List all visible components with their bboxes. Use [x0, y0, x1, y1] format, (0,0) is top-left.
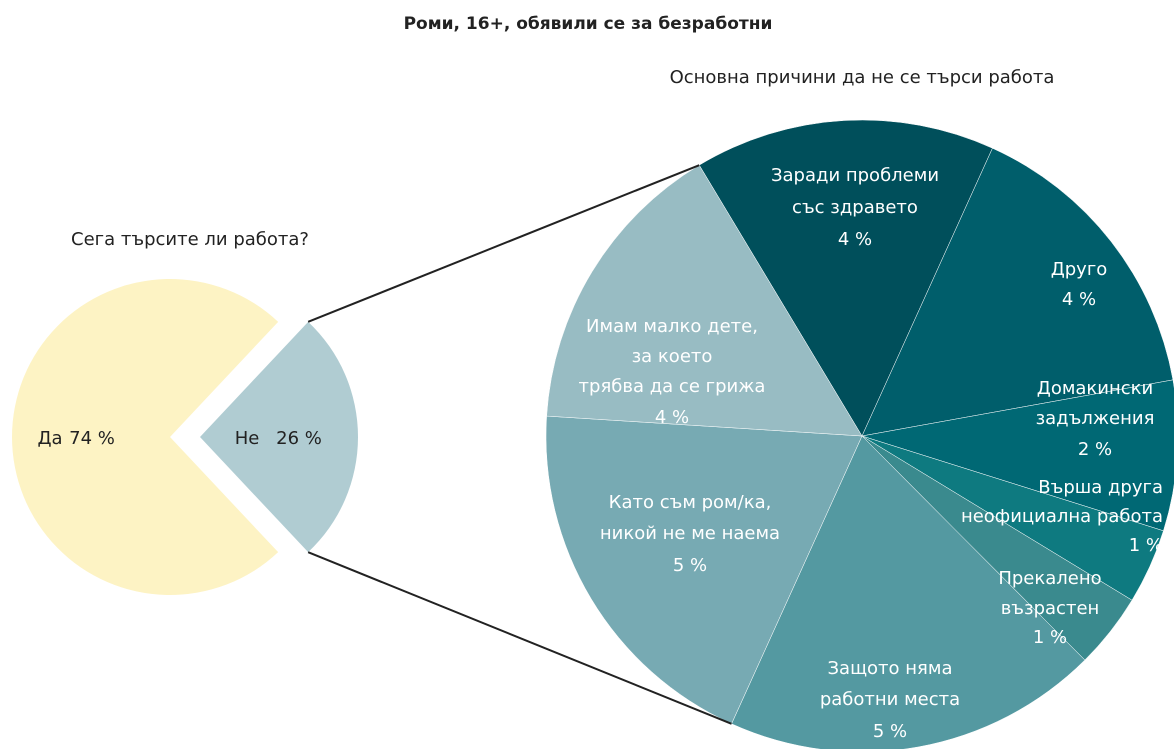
slice-label: Друго	[1051, 259, 1108, 280]
slice-label: Имам малко дете,	[586, 316, 758, 337]
slice-value: 5 %	[873, 721, 907, 742]
slice-label: неофициална работа	[961, 506, 1163, 527]
slice-label: със здравето	[792, 197, 918, 218]
slice-label: Не	[235, 428, 260, 449]
slice-value: 74 %	[69, 428, 115, 449]
slice-value: 4 %	[1062, 289, 1096, 310]
pie-slice	[861, 379, 1174, 532]
slice-label: работни места	[820, 689, 960, 710]
slice-label: за което	[632, 346, 713, 367]
pie-slice	[546, 164, 863, 437]
slice-value: 2 %	[1078, 439, 1112, 460]
chart-title: Роми, 16+, обявили се за безработни	[404, 14, 773, 34]
pie-slice	[731, 435, 1086, 749]
pie-slice	[545, 415, 863, 725]
slice-label: Заради проблеми	[771, 165, 939, 186]
slice-label: трябва да се грижа	[579, 376, 766, 397]
pie-slice	[698, 119, 993, 437]
slice-label: възрастен	[1001, 598, 1100, 619]
slice-label: Домакински	[1037, 378, 1154, 399]
pie-title: Основна причини да не се търси работа	[670, 67, 1055, 88]
connector	[307, 551, 732, 725]
connector	[307, 164, 700, 323]
slice-label: Върша друга	[1038, 477, 1163, 498]
slice-label: Като съм ром/ка,	[609, 492, 772, 513]
slice-value: 4 %	[838, 229, 872, 250]
slice-value: 1 %	[1129, 535, 1163, 556]
slice-label: Прекалено	[998, 568, 1101, 589]
slice-label: задължения	[1036, 408, 1155, 429]
slice-value: 5 %	[673, 555, 707, 576]
pie-title: Сега търсите ли работа?	[71, 229, 309, 250]
slice-label: Да	[37, 428, 62, 449]
slice-label: никой не ме наема	[600, 523, 780, 544]
pie-slice	[861, 147, 1174, 437]
slice-value: 4 %	[655, 407, 689, 428]
pie-slice	[12, 279, 279, 595]
slice-value: 1 %	[1033, 627, 1067, 648]
slice-value: 26 %	[276, 428, 322, 449]
slice-label: Защото няма	[828, 658, 953, 679]
pie-slice	[200, 321, 358, 553]
